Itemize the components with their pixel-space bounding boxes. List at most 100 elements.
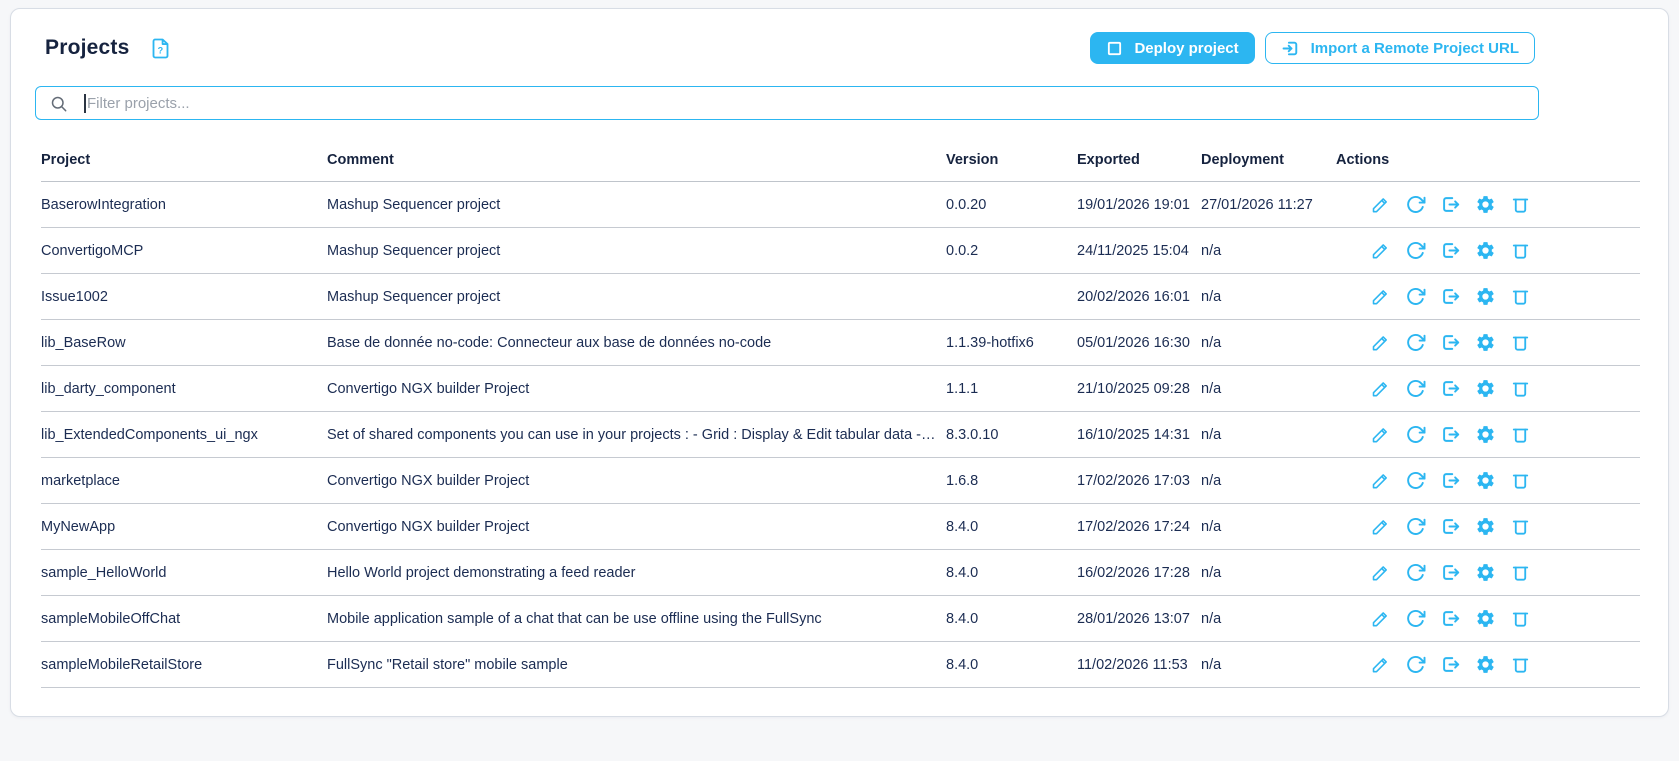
project-settings-button[interactable]: [1474, 194, 1496, 216]
delete-project-button[interactable]: [1509, 424, 1531, 446]
import-remote-project-button[interactable]: Import a Remote Project URL: [1264, 32, 1535, 64]
project-deployment-cell: n/a: [1201, 457, 1336, 504]
edit-project-button[interactable]: [1369, 562, 1391, 584]
reload-project-button[interactable]: [1404, 470, 1426, 492]
project-version-cell: 0.0.20: [946, 181, 1077, 228]
deploy-square-icon: [1106, 40, 1123, 57]
project-settings-button[interactable]: [1474, 240, 1496, 262]
edit-project-button[interactable]: [1369, 470, 1391, 492]
reload-project-button[interactable]: [1404, 240, 1426, 262]
edit-project-button[interactable]: [1369, 608, 1391, 630]
delete-project-button[interactable]: [1509, 562, 1531, 584]
project-settings-button[interactable]: [1474, 516, 1496, 538]
delete-project-button[interactable]: [1509, 286, 1531, 308]
export-project-button[interactable]: [1439, 516, 1461, 538]
settings-gear-icon: [1476, 610, 1494, 627]
reload-project-button[interactable]: [1404, 194, 1426, 216]
page-header: Projects ? Deploy project: [35, 31, 1644, 65]
edit-pencil-icon: [1372, 566, 1387, 581]
delete-project-button[interactable]: [1509, 378, 1531, 400]
import-remote-project-label: Import a Remote Project URL: [1310, 39, 1519, 57]
edit-project-button[interactable]: [1369, 332, 1391, 354]
export-project-button[interactable]: [1439, 654, 1461, 676]
delete-project-button[interactable]: [1509, 194, 1531, 216]
project-exported-cell: 20/02/2026 16:01: [1077, 273, 1201, 320]
project-exported-cell: 16/10/2025 14:31: [1077, 411, 1201, 458]
project-settings-button[interactable]: [1474, 608, 1496, 630]
project-actions-cell: [1336, 641, 1640, 688]
project-exported-cell: 05/01/2026 16:30: [1077, 319, 1201, 366]
project-settings-button[interactable]: [1474, 378, 1496, 400]
filter-projects-input[interactable]: [36, 87, 1538, 119]
reload-project-button[interactable]: [1404, 424, 1426, 446]
export-project-button[interactable]: [1439, 332, 1461, 354]
projects-panel: Projects ? Deploy project: [10, 8, 1669, 717]
delete-project-button[interactable]: [1509, 332, 1531, 354]
delete-project-button[interactable]: [1509, 516, 1531, 538]
reload-icon: [1406, 379, 1425, 397]
project-actions-cell: [1336, 457, 1640, 504]
table-row: sampleMobileOffChat Mobile application s…: [41, 595, 1640, 642]
edit-project-button[interactable]: [1369, 194, 1391, 216]
edit-project-button[interactable]: [1369, 424, 1391, 446]
edit-project-button[interactable]: [1369, 378, 1391, 400]
help-document-icon[interactable]: ?: [149, 37, 172, 60]
edit-pencil-icon: [1372, 474, 1387, 489]
column-header-comment: Comment: [327, 144, 946, 182]
delete-project-button[interactable]: [1509, 470, 1531, 492]
edit-project-button[interactable]: [1369, 516, 1391, 538]
export-icon: [1442, 565, 1459, 580]
delete-project-button[interactable]: [1509, 240, 1531, 262]
reload-project-button[interactable]: [1404, 654, 1426, 676]
export-project-button[interactable]: [1439, 424, 1461, 446]
export-project-button[interactable]: [1439, 378, 1461, 400]
project-version-cell: 8.4.0: [946, 641, 1077, 688]
project-deployment-cell: n/a: [1201, 365, 1336, 412]
delete-project-button[interactable]: [1509, 654, 1531, 676]
svg-text:?: ?: [158, 45, 164, 55]
reload-project-button[interactable]: [1404, 516, 1426, 538]
reload-project-button[interactable]: [1404, 562, 1426, 584]
project-settings-button[interactable]: [1474, 470, 1496, 492]
export-project-button[interactable]: [1439, 240, 1461, 262]
export-project-button[interactable]: [1439, 470, 1461, 492]
export-project-button[interactable]: [1439, 608, 1461, 630]
deploy-project-button[interactable]: Deploy project: [1090, 32, 1255, 64]
project-exported-cell: 17/02/2026 17:03: [1077, 457, 1201, 504]
reload-project-button[interactable]: [1404, 286, 1426, 308]
project-comment-cell: Mashup Sequencer project: [327, 227, 946, 274]
delete-trash-icon: [1512, 520, 1528, 535]
export-project-button[interactable]: [1439, 286, 1461, 308]
edit-pencil-icon: [1372, 290, 1387, 305]
reload-project-button[interactable]: [1404, 332, 1426, 354]
delete-trash-icon: [1512, 428, 1528, 443]
project-comment-cell: Base de donnée no-code: Connecteur aux b…: [327, 319, 946, 366]
project-comment-cell: FullSync "Retail store" mobile sample: [327, 641, 946, 688]
reload-project-button[interactable]: [1404, 608, 1426, 630]
edit-project-button[interactable]: [1369, 654, 1391, 676]
delete-trash-icon: [1512, 474, 1528, 489]
project-comment-cell: Mashup Sequencer project: [327, 273, 946, 320]
export-project-button[interactable]: [1439, 194, 1461, 216]
project-settings-button[interactable]: [1474, 654, 1496, 676]
project-settings-button[interactable]: [1474, 562, 1496, 584]
reload-project-button[interactable]: [1404, 378, 1426, 400]
edit-project-button[interactable]: [1369, 240, 1391, 262]
project-settings-button[interactable]: [1474, 424, 1496, 446]
delete-trash-icon: [1512, 566, 1528, 581]
project-name-cell: sampleMobileRetailStore: [41, 641, 327, 688]
project-version-cell: 1.6.8: [946, 457, 1077, 504]
column-header-project: Project: [41, 144, 327, 182]
delete-project-button[interactable]: [1509, 608, 1531, 630]
table-row: MyNewApp Convertigo NGX builder Project …: [41, 503, 1640, 550]
export-project-button[interactable]: [1439, 562, 1461, 584]
filter-field-container: [35, 86, 1539, 120]
project-settings-button[interactable]: [1474, 286, 1496, 308]
project-actions-cell: [1336, 319, 1640, 366]
project-settings-button[interactable]: [1474, 332, 1496, 354]
edit-project-button[interactable]: [1369, 286, 1391, 308]
settings-gear-icon: [1476, 196, 1494, 213]
project-actions-cell: [1336, 181, 1640, 228]
settings-gear-icon: [1476, 380, 1494, 397]
project-deployment-cell: n/a: [1201, 641, 1336, 688]
